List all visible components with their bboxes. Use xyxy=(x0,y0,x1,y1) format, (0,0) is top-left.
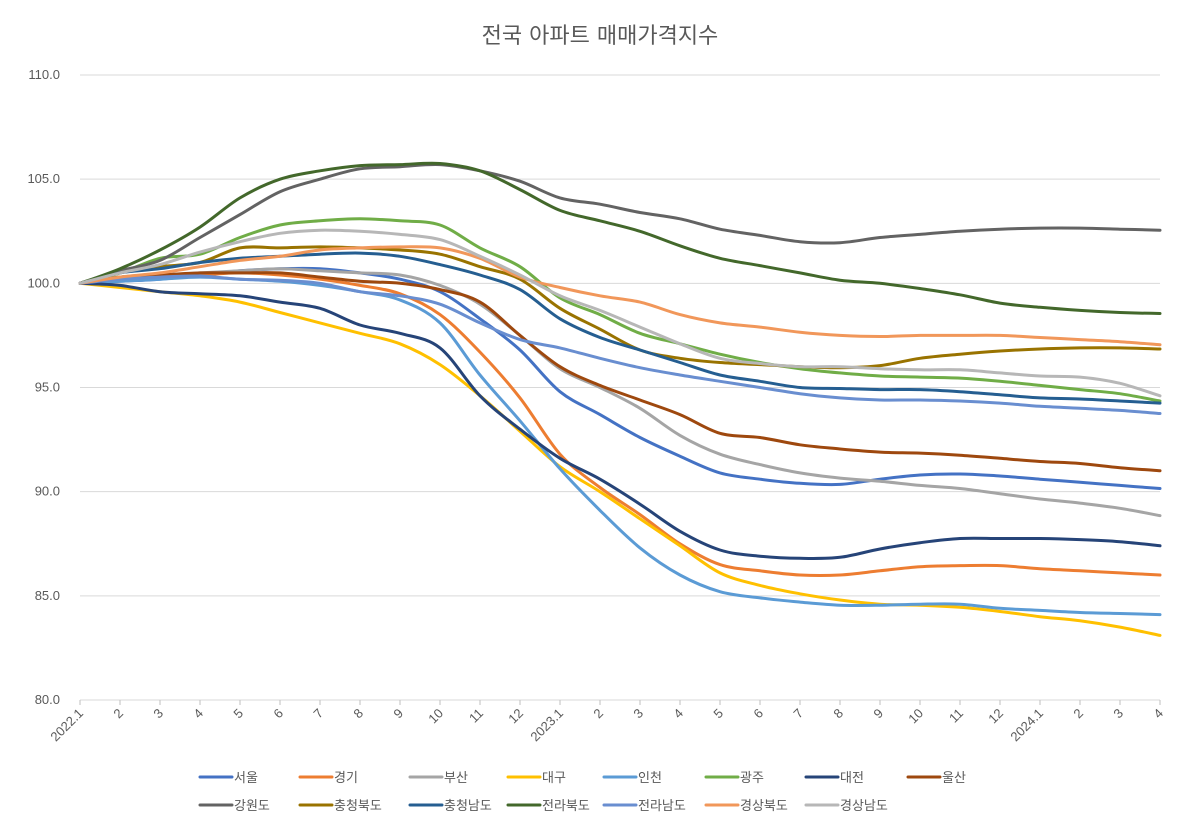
x-tick-label: 6 xyxy=(270,706,286,722)
x-tick-label: 4 xyxy=(190,706,206,722)
series-line-15 xyxy=(78,228,1162,398)
legend-label: 전라남도 xyxy=(638,799,686,814)
x-tick-label: 2022.1 xyxy=(47,706,86,745)
legend-label: 광주 xyxy=(740,771,764,786)
legend-label: 경기 xyxy=(334,771,358,786)
x-tick-label: 2 xyxy=(590,706,606,722)
legend-label: 대구 xyxy=(542,771,566,786)
legend-label: 경상남도 xyxy=(840,799,888,814)
series-line-4 xyxy=(78,281,1162,637)
x-tick-label: 3 xyxy=(150,706,166,722)
series-lines xyxy=(78,161,1162,637)
x-tick-label: 7 xyxy=(310,706,326,722)
y-tick-label: 100.0 xyxy=(27,275,60,290)
x-tick-label: 12 xyxy=(505,706,526,727)
legend-label: 울산 xyxy=(942,771,966,786)
series-line-5 xyxy=(78,275,1162,617)
legend-label: 인천 xyxy=(638,771,662,786)
x-tick-label: 2 xyxy=(110,706,126,722)
x-tick-label: 5 xyxy=(230,706,246,722)
series-line-8 xyxy=(78,271,1162,473)
x-tick-label: 12 xyxy=(985,706,1006,727)
legend-label: 강원도 xyxy=(234,799,270,814)
x-tick-label: 4 xyxy=(670,706,686,722)
x-tick-label: 6 xyxy=(750,706,766,722)
legend-label: 부산 xyxy=(444,771,468,786)
series-line-13 xyxy=(78,274,1162,415)
x-tick-label: 7 xyxy=(790,706,806,722)
series-line-6 xyxy=(78,217,1162,403)
chart-title: 전국 아파트 매매가격지수 xyxy=(482,24,719,49)
y-tick-label: 95.0 xyxy=(35,380,60,395)
x-tick-label: 8 xyxy=(350,706,366,722)
y-axis: 80.0 85.0 90.0 95.0 100.0 105.0 110.0 xyxy=(27,67,60,707)
x-tick-label: 3 xyxy=(630,706,646,722)
x-tick-label: 2 xyxy=(1070,706,1086,722)
y-tick-label: 110.0 xyxy=(28,67,60,82)
legend-label: 서울 xyxy=(234,771,258,786)
x-axis: 2022.1 2 3 4 5 6 7 8 9 10 11 12 2023.1 2 3 4 5 6 7 8 9 10 11 12… xyxy=(47,700,1166,744)
x-tick-label: 4 xyxy=(1150,706,1166,722)
legend-label: 충청남도 xyxy=(444,799,492,814)
legend-label: 대전 xyxy=(840,771,864,786)
x-tick-label: 11 xyxy=(466,706,486,726)
series-line-3 xyxy=(78,267,1162,518)
x-tick-label: 2024.1 xyxy=(1007,706,1046,745)
series-line-14 xyxy=(78,245,1162,347)
series-line-7 xyxy=(78,281,1162,560)
x-tick-label: 10 xyxy=(425,706,446,727)
legend-label: 전라북도 xyxy=(542,799,590,814)
x-tick-label: 10 xyxy=(905,706,926,727)
legend-label: 충청북도 xyxy=(334,799,382,814)
x-tick-label: 8 xyxy=(830,706,846,722)
series-line-9 xyxy=(78,162,1162,285)
x-tick-label: 5 xyxy=(710,706,726,722)
y-tick-label: 90.0 xyxy=(35,484,60,499)
x-tick-label: 9 xyxy=(870,706,886,722)
series-line-10 xyxy=(78,245,1162,370)
gridlines xyxy=(80,74,1160,701)
x-tick-label: 9 xyxy=(390,706,406,722)
y-tick-label: 85.0 xyxy=(35,588,60,603)
y-tick-label: 80.0 xyxy=(35,692,60,707)
y-tick-label: 105.0 xyxy=(27,171,60,186)
legend-label: 경상북도 xyxy=(740,799,788,814)
x-tick-label: 11 xyxy=(946,706,966,726)
x-tick-label: 3 xyxy=(1110,706,1126,722)
x-tick-label: 2023.1 xyxy=(527,706,566,745)
series-line-12 xyxy=(78,161,1162,315)
